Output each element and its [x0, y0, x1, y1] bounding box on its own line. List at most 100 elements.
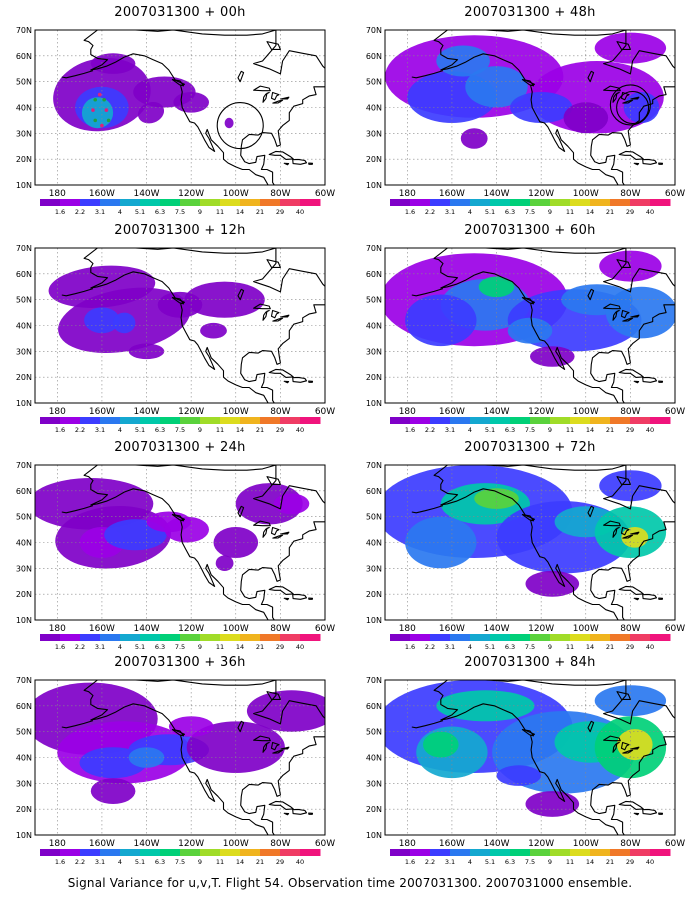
colorbar-swatch [40, 417, 61, 424]
colorbar-label: 2.2 [425, 858, 435, 866]
lon-tick-label: 100W [573, 839, 599, 849]
colorbar-swatch [630, 199, 651, 206]
lake-outline [262, 526, 270, 538]
variance-contour [474, 488, 519, 509]
variance-field [35, 682, 325, 804]
colorbar: 1.6 2.2 3.1 4 5.1 6.3 7.5 9 11 14 21 29 40 [390, 417, 671, 434]
colorbar-swatch [280, 849, 301, 856]
coastline [642, 158, 658, 165]
colorbar-label: 21 [606, 208, 614, 216]
colorbar-label: 11 [216, 426, 224, 434]
colorbar-label: 4 [468, 643, 472, 651]
map-00h: 70N 60N 50N 40N 30N 20N 10N 180 160W 140W 120W 100W… [16, 26, 335, 216]
colorbar-label: 29 [276, 208, 284, 216]
colorbar-label: 40 [646, 643, 654, 651]
lat-tick-label: 70N [16, 461, 32, 470]
variance-contour [200, 322, 227, 339]
lon-tick-label: 180 [399, 407, 416, 417]
variance-field [53, 53, 234, 132]
colorbar-label: 40 [646, 858, 654, 866]
lon-tick-label: 60W [665, 624, 685, 634]
lat-tick-label: 60N [366, 487, 382, 496]
lon-tick-label: 100W [223, 624, 249, 634]
lake-outline [280, 531, 290, 535]
map-frame [34, 29, 326, 186]
colorbar-swatch [630, 849, 651, 856]
lat-tick-label: 50N [366, 513, 382, 522]
colorbar-swatch [240, 634, 261, 641]
variance-field [385, 680, 667, 817]
lon-tick-label: 160W [89, 407, 115, 417]
lat-tick-label: 20N [366, 155, 382, 164]
lon-tick-label: 60W [315, 839, 335, 849]
variance-contour [215, 555, 234, 571]
lat-tick-label: 10N [16, 181, 32, 190]
colorbar-label: 1.6 [405, 426, 415, 434]
colorbar-label: 2.2 [425, 426, 435, 434]
lon-tick-label: 100W [223, 407, 249, 417]
lat-tick-label: 60N [366, 270, 382, 279]
colorbar-label: 14 [586, 208, 594, 216]
lat-tick-label: 20N [16, 155, 32, 164]
lon-tick-label: 120W [528, 839, 554, 849]
lat-tick-label: 20N [16, 373, 32, 382]
coastline [633, 812, 640, 816]
lat-tick-label: 30N [16, 564, 32, 573]
variance-contour [168, 716, 214, 737]
map-frame [384, 247, 676, 404]
coastline [292, 593, 308, 600]
coastline [266, 691, 281, 700]
colorbar-swatch [300, 417, 321, 424]
lon-tick-label: 180 [49, 839, 66, 849]
colorbar-swatch [590, 199, 611, 206]
lake-outline [272, 749, 284, 754]
colorbar-label: 21 [606, 858, 614, 866]
coastline [618, 800, 644, 810]
variance-field [385, 465, 667, 597]
lat-tick-label: 30N [16, 347, 32, 356]
coastline [171, 79, 185, 87]
colorbar-swatch [510, 849, 531, 856]
colorbar-swatch [200, 849, 221, 856]
lon-tick-label: 100W [573, 189, 599, 199]
gridlines [35, 248, 325, 403]
colorbar-label: 5.1 [135, 858, 145, 866]
colorbar-label: 6.3 [505, 208, 515, 216]
coastline [642, 376, 658, 383]
colorbar-swatch [160, 849, 181, 856]
colorbar-label: 40 [646, 208, 654, 216]
colorbar-label: 9 [548, 858, 552, 866]
lat-tick-label: 10N [16, 399, 32, 408]
coastline [521, 729, 535, 737]
coastline [83, 248, 325, 403]
lon-tick-label: 120W [528, 189, 554, 199]
colorbar-swatch [100, 634, 121, 641]
lat-tick-label: 30N [366, 779, 382, 788]
colorbar-swatch [60, 417, 81, 424]
colorbar-swatch [100, 199, 121, 206]
colorbar-label: 7.5 [175, 643, 185, 651]
coastline [308, 162, 314, 165]
lon-tick-label: 60W [315, 189, 335, 199]
colorbar-label: 40 [296, 643, 304, 651]
colorbar: 1.6 2.2 3.1 4 5.1 6.3 7.5 9 11 14 21 29 40 [390, 199, 671, 216]
lat-tick-label: 40N [16, 104, 32, 113]
coastline [283, 162, 290, 166]
colorbar-label: 3.1 [445, 858, 455, 866]
coastline [433, 248, 675, 403]
lake-outline [237, 288, 245, 301]
lon-tick-label: 120W [178, 624, 204, 634]
coastline [308, 812, 314, 815]
variance-contour [81, 97, 114, 129]
lon-tick-label: 120W [528, 624, 554, 634]
colorbar-label: 29 [276, 426, 284, 434]
lake-outline [253, 520, 271, 527]
colorbar-label: 29 [626, 426, 634, 434]
coastline [266, 476, 281, 485]
coastline [83, 465, 325, 620]
lat-tick-label: 70N [366, 244, 382, 253]
colorbar-label: 3.1 [95, 426, 105, 434]
lake-outline [612, 526, 620, 538]
colorbar-swatch [390, 417, 411, 424]
observation-point [106, 118, 111, 123]
